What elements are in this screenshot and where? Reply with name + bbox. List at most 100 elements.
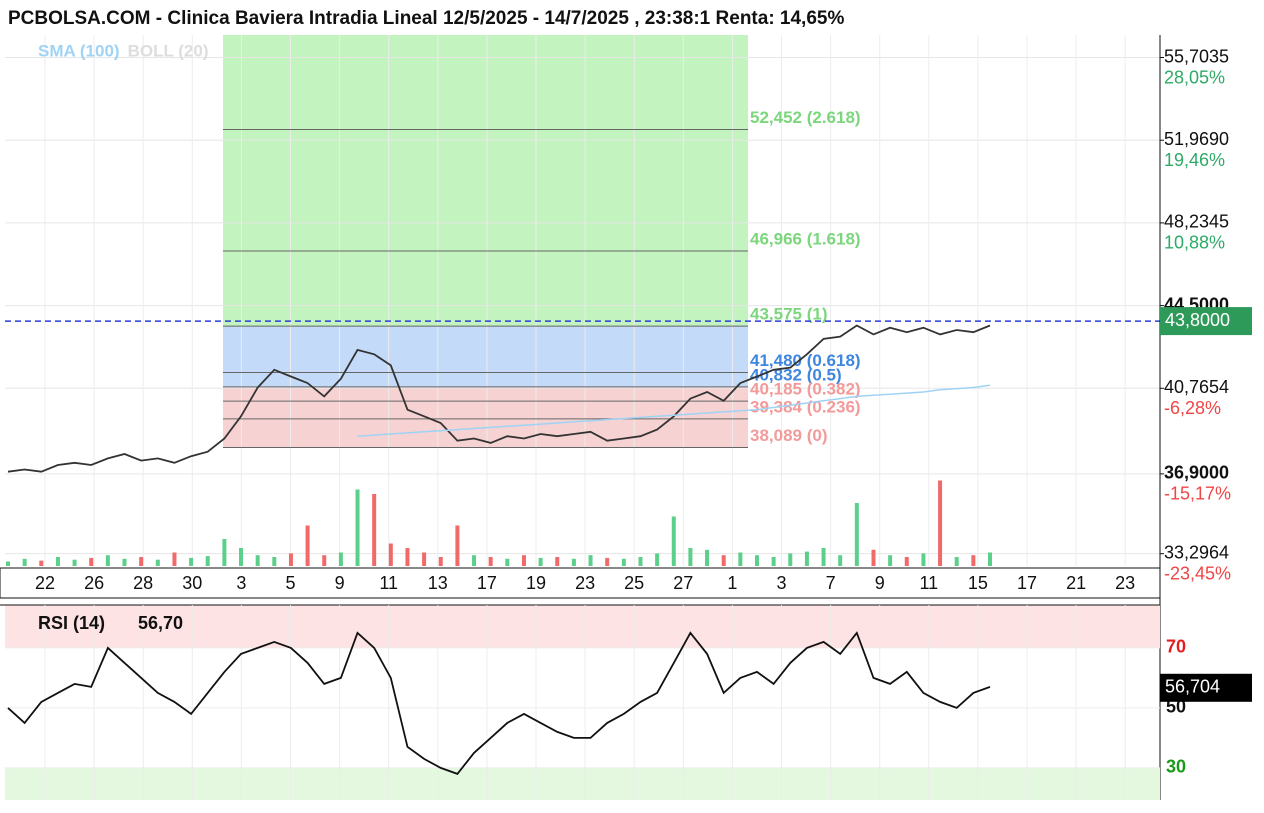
x-tick-label: 30 [182, 573, 202, 593]
volume-bar [105, 555, 110, 566]
x-tick-label: 23 [575, 573, 595, 593]
rsi-oversold-zone [5, 767, 1160, 800]
volume-bar [671, 516, 676, 566]
x-tick-label: 15 [968, 573, 988, 593]
fib-zone [223, 386, 748, 448]
volume-bar [288, 553, 293, 566]
volume-bar [6, 561, 10, 566]
volume-bar [122, 558, 127, 566]
volume-bar [838, 555, 843, 566]
fib-label: 40,185 (0.382) [750, 380, 861, 399]
volume-bar [405, 548, 410, 566]
volume-bar [921, 553, 926, 566]
volume-bar [938, 480, 943, 566]
x-tick-label: 9 [335, 573, 345, 593]
volume-bar [472, 555, 477, 566]
volume-bar [605, 557, 610, 566]
volume-bar [205, 556, 210, 566]
volume-bar [738, 552, 743, 566]
volume-bar [588, 555, 593, 566]
volume-bar [804, 551, 809, 566]
rsi-value: 56,70 [138, 613, 183, 633]
volume-bar [239, 548, 244, 566]
volume-bar [139, 557, 144, 566]
volume-bar [155, 559, 160, 566]
volume-bar [721, 555, 726, 566]
legend-entry: SMA (100) [38, 41, 120, 60]
fib-label: 52,452 (2.618) [750, 108, 861, 127]
fib-label: 41,480 (0.618) [750, 351, 861, 370]
y-tick-label: 51,9690 [1164, 129, 1229, 149]
fib-zone [223, 326, 748, 387]
fib-label: 46,966 (1.618) [750, 229, 861, 248]
x-tick-label: 13 [428, 573, 448, 593]
y-tick-change: 10,88% [1164, 233, 1225, 253]
volume-bar [372, 494, 377, 566]
rsi-last-label: 56,704 [1165, 677, 1220, 697]
y-tick-label: 40,7654 [1164, 377, 1229, 397]
fib-label: 38,089 (0) [750, 426, 828, 445]
y-tick-change: -15,17% [1164, 484, 1231, 504]
rsi-tick-label: 70 [1166, 637, 1186, 657]
x-tick-label: 17 [1017, 573, 1037, 593]
volume-bar [505, 558, 510, 566]
volume-bar [255, 555, 260, 566]
volume-bar [638, 557, 643, 566]
rsi-last-box [1160, 673, 1252, 702]
volume-bar [954, 557, 959, 566]
fib-label: 43,575 (1) [750, 305, 828, 324]
last-price-label: 43,8000 [1165, 310, 1230, 330]
volume-bar [988, 552, 992, 566]
volume-bar [888, 555, 893, 566]
price-line [357, 384, 991, 437]
volume-bar [521, 555, 526, 566]
volume-bar [655, 553, 660, 566]
volume-bar [322, 555, 327, 566]
fib-label: 39,384 (0.236) [750, 397, 861, 416]
volume-bar [355, 489, 360, 566]
volume-bar [788, 553, 793, 566]
volume-bar [305, 525, 310, 566]
volume-bar [438, 557, 443, 566]
volume-bar [538, 557, 543, 566]
y-tick-label: 48,2345 [1164, 212, 1229, 232]
volume-bar [688, 548, 693, 566]
volume-bar [422, 552, 427, 566]
x-tick-label: 25 [624, 573, 644, 593]
volume-bar [72, 559, 77, 566]
y-tick-change: -23,45% [1164, 563, 1231, 583]
volume-bar [222, 539, 227, 566]
x-tick-label: 22 [35, 573, 55, 593]
volume-bar [39, 560, 44, 566]
x-tick-label: 3 [776, 573, 786, 593]
volume-bar [571, 558, 576, 566]
volume-bar [854, 503, 859, 566]
x-tick-label: 21 [1066, 573, 1086, 593]
last-price-box [1160, 307, 1252, 336]
x-tick-label: 7 [826, 573, 836, 593]
volume-bar [388, 543, 393, 566]
x-tick-label: 23 [1115, 573, 1135, 593]
volume-bar [621, 558, 626, 566]
volume-bar [338, 552, 343, 566]
rsi-line [7, 631, 991, 775]
legend-entry: BOLL (20) [128, 41, 209, 60]
volume-bar [488, 557, 493, 566]
x-tick-label: 11 [379, 573, 398, 593]
y-tick-change: 28,05% [1164, 67, 1225, 87]
x-tick-label: 5 [285, 573, 295, 593]
volume-bar [871, 549, 876, 566]
y-tick-label: 55,7035 [1164, 46, 1229, 66]
rsi-overbought-zone [5, 605, 1160, 648]
chart-title: PCBOLSA.COM - Clinica Baviera Intradia L… [8, 8, 844, 29]
volume-bar [771, 557, 776, 566]
fib-zone [223, 35, 748, 327]
volume-bar [555, 557, 560, 566]
volume-bar [455, 525, 460, 566]
volume-bar [754, 555, 759, 566]
volume-bar [55, 557, 60, 566]
volume-bar [89, 557, 94, 566]
volume-bar [189, 557, 194, 566]
x-tick-label: 9 [875, 573, 885, 593]
